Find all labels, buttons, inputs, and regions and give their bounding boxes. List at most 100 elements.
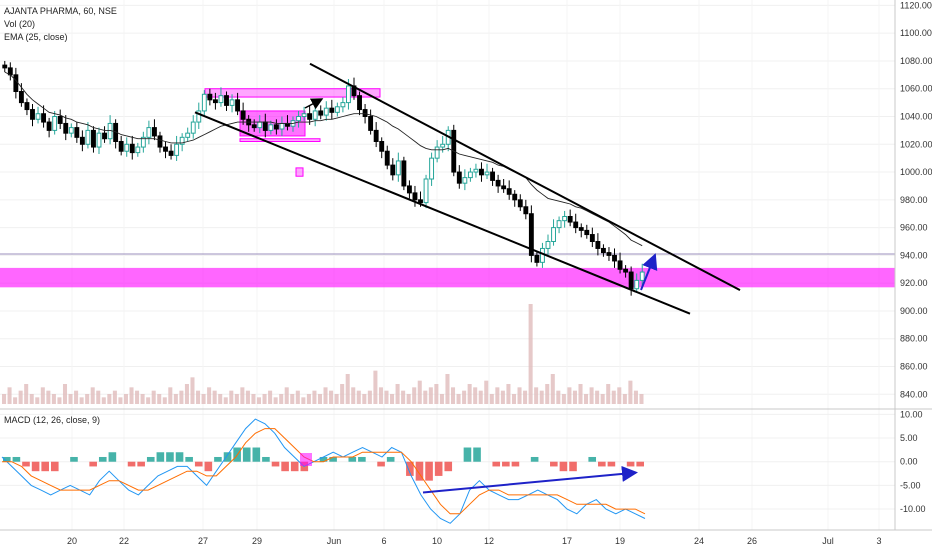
candle-body [174,143,180,156]
candle-body [434,146,440,159]
volume-bar [18,390,23,404]
channel-lower-line[interactable] [194,111,691,315]
candle-body [229,99,235,106]
volume-bar [112,390,117,404]
candle-body [35,113,41,120]
volume-bar [129,387,134,404]
zone-box [239,138,321,143]
candle-body [551,227,556,243]
black-arrow-annotation[interactable] [304,98,324,110]
price-tick-label: 960.00 [900,223,928,233]
candle-body [168,150,174,156]
macd-histogram-bar [607,461,616,467]
divergence-arrow[interactable] [422,465,638,494]
candle-body [323,107,329,116]
volume-bar [123,394,128,404]
volume-bar [478,390,483,404]
volume-bar [24,384,29,404]
volume-bar [595,390,600,404]
volume-bar [633,390,638,404]
macd-histogram-bar [434,461,443,476]
volume-bar [622,394,627,404]
zone-box [295,167,304,177]
macd-histogram [3,447,644,481]
time-tick-label: 27 [198,536,208,546]
time-axis[interactable]: 20 22 27 29 Jun 6 10 12 17 19 24 26 Jul 3 [67,536,882,546]
macd-histogram-bar [530,456,539,462]
volume-bar [40,387,45,404]
macd-histogram-bar [550,461,558,467]
volume-bar [179,390,184,404]
macd-tick-label: 10.00 [900,409,923,419]
candle-body [207,93,213,101]
macd-histogram-bar [262,456,270,462]
macd-histogram-bar [598,461,606,467]
macd-histogram-bar [588,456,597,462]
price-tick-label: 920.00 [900,278,928,288]
volume-bar [190,377,195,404]
volume-bar [13,397,18,404]
volume-bar [450,387,456,404]
candle-body [390,164,396,176]
volume-bar [262,394,267,404]
macd-histogram-bar [377,461,385,467]
volume-bar [212,390,217,404]
candle-body [423,178,429,204]
channel-upper-line[interactable] [309,62,741,291]
candle-body [240,110,246,120]
macd-histogram-bar [137,461,145,467]
macd-grid: 10.00 5.00 0.00 -5.00 -10.00 [0,409,926,514]
volume-bar [434,384,439,404]
volume-bar [500,390,505,404]
candle-body [196,110,202,123]
ema-legend: EMA (25, close) [4,32,68,42]
candle-body [41,113,47,123]
candle-body [63,122,69,134]
macd-histogram-bar [425,461,433,481]
volume-bar [572,390,577,404]
time-tick-label: Jul [822,536,834,546]
volume-bar [62,384,68,404]
volume-bar [118,397,123,404]
macd-histogram-bar [194,461,203,467]
macd-histogram-bar [204,461,213,472]
candle-body [151,127,157,137]
volume-bar [356,390,361,404]
volume-bar [401,390,406,404]
volume-bar [556,390,561,404]
volume-bar [462,390,467,404]
volume-bar [245,390,250,404]
candle-body [307,113,313,120]
macd-zone-box [300,453,312,466]
volume-bar [406,394,411,404]
price-tick-label: 1120.00 [900,0,932,10]
volume-bar [561,394,566,404]
volume-bar [351,387,356,404]
volume-bar [395,384,400,404]
macd-histogram-bar [50,461,59,472]
blue-arrow-annotation[interactable] [640,253,658,291]
price-tick-label: 980.00 [900,195,928,205]
macd-histogram-bar [108,452,117,462]
candle-body [273,124,279,130]
volume-bar [306,394,311,404]
volume-bar [79,397,84,404]
volume-bar [279,394,284,404]
volume-bar [340,384,345,404]
candle-body [124,143,130,152]
macd-tick-label: -5.00 [900,480,921,490]
candle-body [634,279,640,290]
price-tick-label: 1040.00 [900,112,932,122]
macd-histogram-bar [415,461,424,481]
time-tick-label: 12 [484,536,494,546]
candle-body [545,241,551,249]
volume-bar [484,380,489,404]
volume-bar [445,374,450,404]
volume-bar [162,397,167,404]
price-panel[interactable] [0,0,895,408]
macd-histogram-bar [492,461,501,467]
candle-body [157,135,163,148]
volume-bar [90,387,95,404]
candle-body [412,192,418,201]
